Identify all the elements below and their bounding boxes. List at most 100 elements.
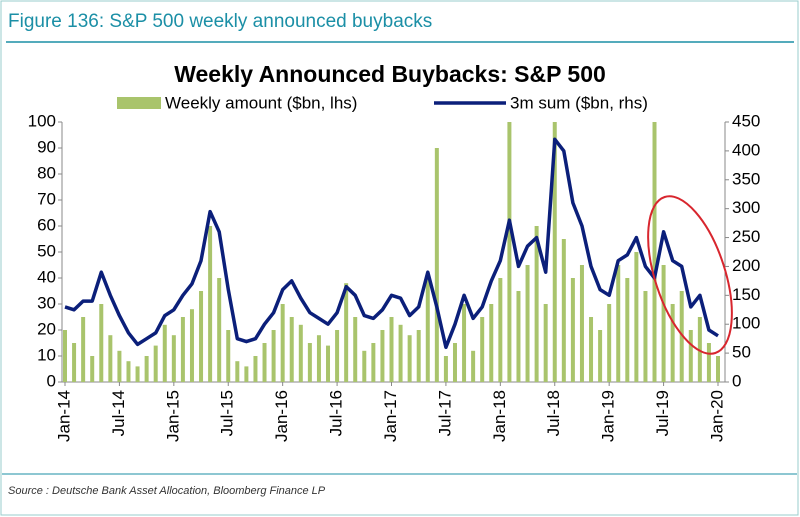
y2-tick-label: 250 xyxy=(732,227,760,246)
x-tick-label: Jul-19 xyxy=(653,390,672,436)
y2-tick-label: 400 xyxy=(732,140,760,159)
bar xyxy=(625,278,630,382)
bar xyxy=(208,226,213,382)
bar xyxy=(543,304,548,382)
bar xyxy=(598,330,603,382)
bar xyxy=(253,356,258,382)
bar xyxy=(670,304,675,382)
y-tick-label: 0 xyxy=(47,371,56,390)
x-tick-label: Jan-19 xyxy=(599,390,618,442)
figure-title: Figure 136: S&P 500 weekly announced buy… xyxy=(8,11,432,32)
bar xyxy=(271,330,276,382)
x-tick-label: Jan-16 xyxy=(272,390,291,442)
bar xyxy=(244,366,249,382)
bar xyxy=(643,291,648,382)
bar xyxy=(443,356,448,382)
highlight-ellipse xyxy=(647,195,733,355)
x-tick-label: Jul-18 xyxy=(544,390,563,436)
legend-label: 3m sum ($bn, rhs) xyxy=(510,93,648,112)
bar xyxy=(99,304,104,382)
bar xyxy=(452,343,457,382)
bar xyxy=(398,324,403,382)
y2-tick-label: 300 xyxy=(732,198,760,217)
y-tick-label: 20 xyxy=(37,319,56,338)
bar xyxy=(126,361,131,382)
bar xyxy=(489,304,494,382)
bar xyxy=(199,291,204,382)
y-tick-label: 60 xyxy=(37,215,56,234)
bar xyxy=(280,304,285,382)
bar xyxy=(716,356,720,382)
bar xyxy=(144,356,149,382)
x-tick-label: Jul-14 xyxy=(109,390,128,436)
bar xyxy=(516,291,521,382)
bar xyxy=(616,265,621,382)
bar xyxy=(498,278,503,382)
y-tick-label: 30 xyxy=(37,293,56,312)
bar xyxy=(407,335,412,382)
bar xyxy=(679,291,684,382)
bar xyxy=(589,317,594,382)
legend-swatch xyxy=(117,97,161,109)
chart-title: Weekly Announced Buybacks: S&P 500 xyxy=(174,61,606,87)
bar xyxy=(153,345,158,382)
y2-tick-label: 50 xyxy=(732,343,751,362)
y-tick-label: 100 xyxy=(28,111,56,130)
y2-tick-label: 150 xyxy=(732,285,760,304)
bar xyxy=(434,148,439,382)
bar xyxy=(507,122,512,382)
y-tick-label: 10 xyxy=(37,345,56,364)
bar xyxy=(90,356,95,382)
bar xyxy=(534,226,539,382)
bar xyxy=(217,278,222,382)
legend-label: Weekly amount ($bn, lhs) xyxy=(165,93,357,112)
bar xyxy=(108,335,113,382)
line xyxy=(64,137,719,350)
bar xyxy=(371,343,376,382)
bar xyxy=(607,304,612,382)
bar xyxy=(335,330,340,382)
bar xyxy=(480,317,485,382)
source: Source : Deutsche Bank Asset Allocation,… xyxy=(8,485,326,497)
x-tick-label: Jan-15 xyxy=(163,390,182,442)
bar xyxy=(389,317,394,382)
bar xyxy=(425,278,430,382)
bar xyxy=(652,122,657,382)
bar xyxy=(634,252,639,382)
y2-tick-label: 350 xyxy=(732,169,760,188)
bar xyxy=(380,330,385,382)
bar xyxy=(579,265,584,382)
bar xyxy=(307,343,312,382)
bar xyxy=(63,330,67,382)
bar xyxy=(552,122,557,382)
y2-tick-label: 100 xyxy=(732,314,760,333)
bar xyxy=(525,265,530,382)
bar xyxy=(353,317,358,382)
bar xyxy=(298,324,303,382)
y2-tick-label: 450 xyxy=(732,111,760,130)
bar xyxy=(326,345,331,382)
bar xyxy=(180,317,185,382)
bar xyxy=(561,239,566,382)
bar xyxy=(462,304,467,382)
x-tick-label: Jan-20 xyxy=(707,390,726,442)
bar xyxy=(697,317,702,382)
bar xyxy=(117,350,122,382)
bar xyxy=(661,265,666,382)
x-tick-label: Jul-16 xyxy=(327,390,346,436)
bar xyxy=(171,335,176,382)
bar xyxy=(135,366,140,382)
bar xyxy=(471,350,476,382)
bar xyxy=(162,324,167,382)
y2-tick-label: 0 xyxy=(732,371,741,390)
y-tick-label: 80 xyxy=(37,163,56,182)
x-tick-label: Jan-18 xyxy=(490,390,509,442)
bar xyxy=(235,361,240,382)
bar xyxy=(416,330,421,382)
bar xyxy=(344,283,349,382)
y-tick-label: 50 xyxy=(37,241,56,260)
bar xyxy=(316,335,321,382)
y2-tick-label: 200 xyxy=(732,256,760,275)
bar xyxy=(226,330,231,382)
